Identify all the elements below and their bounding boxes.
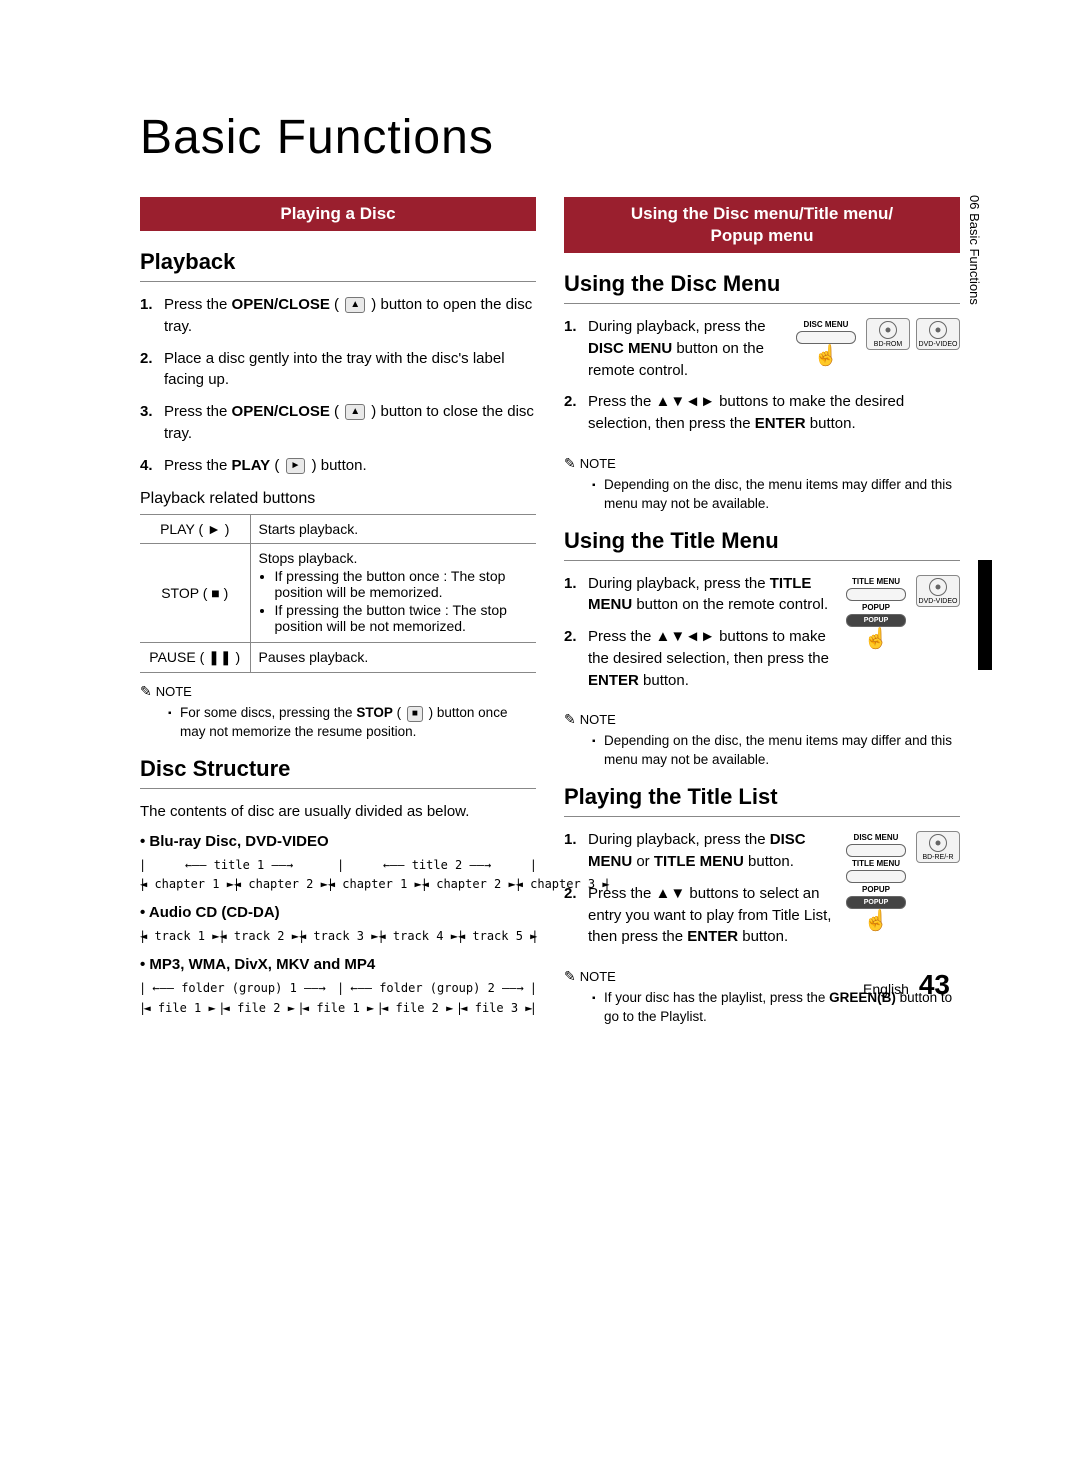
button-desc-cell: Pauses playback. xyxy=(250,643,536,673)
disc-menu-note: Depending on the disc, the menu items ma… xyxy=(564,476,960,514)
title-menu-note: Depending on the disc, the menu items ma… xyxy=(564,732,960,770)
title-menu-steps: During playback, press the TITLE MENU bu… xyxy=(564,573,960,692)
divider xyxy=(564,816,960,817)
structure-group: • Audio CD (CD-DA) ◄ track 1 ►◄ track 2 ►… xyxy=(140,904,536,946)
using-title-menu-heading: Using the Title Menu xyxy=(564,528,960,554)
structure-segment: ◄ file 3 ► xyxy=(457,999,536,1018)
step-item: Press the ▲▼◄► buttons to make the desir… xyxy=(564,626,960,691)
structure-segment: ◄ chapter 1 ► xyxy=(328,875,422,894)
step-item: Press the OPEN/CLOSE ( ▲ ) button to clo… xyxy=(140,401,536,445)
structure-group-heading: • Audio CD (CD-DA) xyxy=(140,904,536,921)
step-item: Press the PLAY ( ► ) button. xyxy=(140,455,536,477)
button-name-cell: PAUSE ( ❚❚ ) xyxy=(140,643,250,673)
structure-segment: ◄ file 1 ► xyxy=(140,999,219,1018)
note-label: NOTE xyxy=(580,456,616,471)
divider xyxy=(564,560,960,561)
step-item: During playback, press the TITLE MENU bu… xyxy=(564,573,960,617)
button-name-cell: STOP ( ■ ) xyxy=(140,544,250,643)
disc-structure-diagrams: • Blu-ray Disc, DVD-VIDEO ←—— title 1 ——→… xyxy=(140,833,536,1018)
note-label: NOTE xyxy=(580,712,616,727)
button-desc-cell: Starts playback. xyxy=(250,515,536,544)
pencil-icon: ✎ xyxy=(140,683,152,700)
structure-segment: ◄ file 2 ► xyxy=(378,999,457,1018)
left-column: Playing a Disc Playback Press the OPEN/C… xyxy=(140,197,536,1031)
page-title: Basic Functions xyxy=(140,110,960,165)
playback-related-heading: Playback related buttons xyxy=(140,490,536,508)
footer-page-number: 43 xyxy=(919,969,950,1000)
note-item: Depending on the disc, the menu items ma… xyxy=(592,732,960,770)
disc-menu-banner: Using the Disc menu/Title menu/ Popup me… xyxy=(564,197,960,253)
divider xyxy=(564,303,960,304)
title-list-steps: During playback, press the DISC MENU or … xyxy=(564,829,960,948)
structure-segment: ←—— folder (group) 2 ——→ xyxy=(338,979,536,998)
side-black-marker xyxy=(978,560,992,670)
playing-title-list-heading: Playing the Title List xyxy=(564,784,960,810)
title-list-section: BD-RE/-R DISC MENU TITLE MENU POPUPPOPUP… xyxy=(564,829,960,958)
step-item: Press the OPEN/CLOSE ( ▲ ) button to ope… xyxy=(140,294,536,338)
structure-segment: ◄ file 2 ► xyxy=(219,999,298,1018)
disc-menu-steps: During playback, press the DISC MENU but… xyxy=(564,316,960,435)
step-item: Place a disc gently into the tray with t… xyxy=(140,348,536,392)
structure-segment: ◄ track 1 ► xyxy=(140,927,219,946)
disc-structure-heading: Disc Structure xyxy=(140,756,536,782)
structure-group: • Blu-ray Disc, DVD-VIDEO ←—— title 1 ——→… xyxy=(140,833,536,894)
note-heading: ✎ NOTE xyxy=(140,683,536,700)
disc-structure-intro: The contents of disc are usually divided… xyxy=(140,801,536,823)
page-footer: English 43 xyxy=(863,969,950,1001)
structure-segment: ◄ track 4 ► xyxy=(378,927,457,946)
playback-note-list: For some discs, pressing the STOP ( ■ ) … xyxy=(140,704,536,742)
button-name-cell: PLAY ( ► ) xyxy=(140,515,250,544)
table-row: STOP ( ■ )Stops playback.If pressing the… xyxy=(140,544,536,643)
step-item: During playback, press the DISC MENU but… xyxy=(564,316,960,381)
table-row: PLAY ( ► )Starts playback. xyxy=(140,515,536,544)
structure-diagram: ←—— folder (group) 1 ——→←—— folder (grou… xyxy=(140,979,536,1017)
footer-lang: English xyxy=(863,981,909,997)
structure-segment: ◄ chapter 2 ► xyxy=(234,875,328,894)
structure-group-heading: • MP3, WMA, DivX, MKV and MP4 xyxy=(140,956,536,973)
step-item: Press the ▲▼ buttons to select an entry … xyxy=(564,883,960,948)
button-desc-cell: Stops playback.If pressing the button on… xyxy=(250,544,536,643)
note-heading: ✎ NOTE xyxy=(564,455,960,472)
title-menu-section: DVD-VIDEO TITLE MENU POPUPPOPUP☝ During … xyxy=(564,573,960,702)
disc-menu-section: BD-ROMDVD-VIDEO DISC MENU ☝ During playb… xyxy=(564,316,960,445)
structure-segment: ◄ track 5 ► xyxy=(458,927,537,946)
note-label: NOTE xyxy=(156,684,192,699)
table-row: PAUSE ( ❚❚ )Pauses playback. xyxy=(140,643,536,673)
right-column: Using the Disc menu/Title menu/ Popup me… xyxy=(564,197,960,1031)
structure-segment: ◄ track 3 ► xyxy=(299,927,378,946)
two-column-layout: Playing a Disc Playback Press the OPEN/C… xyxy=(140,197,960,1031)
divider xyxy=(140,788,536,789)
note-item: For some discs, pressing the STOP ( ■ ) … xyxy=(168,704,536,742)
note-label: NOTE xyxy=(580,969,616,984)
pencil-icon: ✎ xyxy=(564,968,576,985)
pencil-icon: ✎ xyxy=(564,455,576,472)
structure-segment: ←—— title 2 ——→ xyxy=(338,856,536,875)
playback-heading: Playback xyxy=(140,249,536,275)
page: Basic Functions Playing a Disc Playback … xyxy=(0,0,1080,1091)
playing-disc-banner: Playing a Disc xyxy=(140,197,536,231)
playback-steps-list: Press the OPEN/CLOSE ( ▲ ) button to ope… xyxy=(140,294,536,476)
structure-segment: ←—— title 1 ——→ xyxy=(140,856,338,875)
pencil-icon: ✎ xyxy=(564,711,576,728)
note-heading: ✎ NOTE xyxy=(564,711,960,728)
structure-group-heading: • Blu-ray Disc, DVD-VIDEO xyxy=(140,833,536,850)
structure-segment: ◄ chapter 1 ► xyxy=(140,875,234,894)
structure-segment: ◄ chapter 2 ► xyxy=(422,875,516,894)
structure-group: • MP3, WMA, DivX, MKV and MP4 ←—— folder … xyxy=(140,956,536,1017)
structure-segment: ←—— folder (group) 1 ——→ xyxy=(140,979,338,998)
step-item: Press the ▲▼◄► buttons to make the desir… xyxy=(564,391,960,435)
side-tab: 06 Basic Functions xyxy=(967,195,982,305)
playback-buttons-table: PLAY ( ► )Starts playback.STOP ( ■ )Stop… xyxy=(140,514,536,673)
note-item: Depending on the disc, the menu items ma… xyxy=(592,476,960,514)
divider xyxy=(140,281,536,282)
using-disc-menu-heading: Using the Disc Menu xyxy=(564,271,960,297)
structure-segment: ◄ track 2 ► xyxy=(219,927,298,946)
structure-diagram: ←—— title 1 ——→←—— title 2 ——→◄ chapter … xyxy=(140,856,536,894)
step-item: During playback, press the DISC MENU or … xyxy=(564,829,960,873)
structure-diagram: ◄ track 1 ►◄ track 2 ►◄ track 3 ►◄ track… xyxy=(140,927,536,946)
structure-segment: ◄ file 1 ► xyxy=(298,999,377,1018)
